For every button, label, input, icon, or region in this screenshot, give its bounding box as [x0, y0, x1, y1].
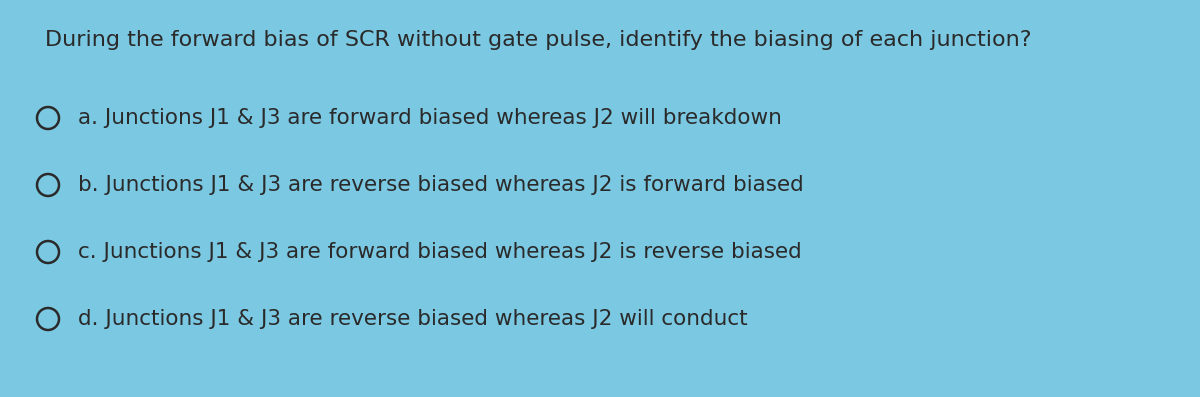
Text: During the forward bias of SCR without gate pulse, identify the biasing of each : During the forward bias of SCR without g…: [46, 30, 1032, 50]
Text: a. Junctions J1 & J3 are forward biased whereas J2 will breakdown: a. Junctions J1 & J3 are forward biased …: [78, 108, 782, 128]
Text: d. Junctions J1 & J3 are reverse biased whereas J2 will conduct: d. Junctions J1 & J3 are reverse biased …: [78, 309, 748, 329]
Text: c. Junctions J1 & J3 are forward biased whereas J2 is reverse biased: c. Junctions J1 & J3 are forward biased …: [78, 242, 802, 262]
Text: b. Junctions J1 & J3 are reverse biased whereas J2 is forward biased: b. Junctions J1 & J3 are reverse biased …: [78, 175, 804, 195]
